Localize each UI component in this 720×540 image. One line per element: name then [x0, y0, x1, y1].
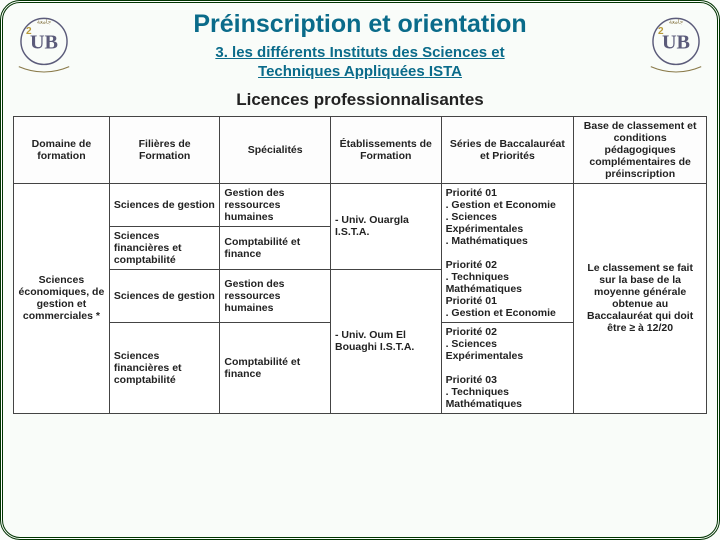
title-block: Préinscription et orientation 3. les dif…	[13, 11, 707, 82]
th-specialites: Spécialités	[220, 116, 331, 183]
svg-text:جامعة: جامعة	[669, 18, 684, 25]
cell-filiere: Sciences financières et comptabilité	[109, 322, 220, 413]
cell-etab: - Univ. Oum El Bouaghi I.S.T.A.	[330, 269, 441, 413]
sub-title-ista: ISTA	[429, 63, 462, 80]
cell-domaine: Sciences économiques, de gestion et comm…	[14, 183, 110, 413]
cell-specialite: Gestion des ressources humaines	[220, 183, 331, 226]
university-logo-left: UB جامعة 2	[8, 9, 80, 81]
cell-etab: - Univ. Ouargla I.S.T.A.	[330, 183, 441, 269]
cell-specialite: Comptabilité et finance	[220, 226, 331, 269]
table-row: Sciences économiques, de gestion et comm…	[14, 183, 707, 226]
th-series: Séries de Baccalauréat et Priorités	[441, 116, 574, 183]
svg-text:جامعة: جامعة	[37, 18, 52, 25]
section-title: Licences professionnalisantes	[13, 90, 707, 110]
th-filieres: Filières de Formation	[109, 116, 220, 183]
sub-title: 3. les différents Instituts des Sciences…	[83, 43, 637, 82]
cell-filiere: Sciences de gestion	[109, 183, 220, 226]
svg-text:2: 2	[26, 26, 32, 37]
cell-series: Priorité 02 . Sciences Expérimentales Pr…	[441, 322, 574, 413]
th-domaine: Domaine de formation	[14, 116, 110, 183]
svg-text:2: 2	[658, 26, 664, 37]
svg-text:UB: UB	[30, 32, 58, 54]
cell-filiere: Sciences de gestion	[109, 269, 220, 322]
th-base: Base de classement et conditions pédagog…	[574, 116, 707, 183]
th-etablissements: Établissements de Formation	[330, 116, 441, 183]
university-logo-right: UB جامعة 2	[640, 9, 712, 81]
sub-title-line2: Techniques Appliquées	[258, 63, 425, 80]
main-title: Préinscription et orientation	[83, 11, 637, 39]
header-row: UB جامعة 2 Préinscription et orientation…	[13, 11, 707, 82]
cell-filiere: Sciences financières et comptabilité	[109, 226, 220, 269]
cell-specialite: Gestion des ressources humaines	[220, 269, 331, 322]
sub-title-line1: 3. les différents Instituts des Sciences…	[215, 44, 504, 61]
cell-series: Priorité 01 . Gestion et Economie . Scie…	[441, 183, 574, 322]
cell-specialite: Comptabilité et finance	[220, 322, 331, 413]
cell-base: Le classement se fait sur la base de la …	[574, 183, 707, 413]
svg-text:UB: UB	[662, 32, 690, 54]
table-header-row: Domaine de formation Filières de Formati…	[14, 116, 707, 183]
main-table: Domaine de formation Filières de Formati…	[13, 116, 707, 414]
